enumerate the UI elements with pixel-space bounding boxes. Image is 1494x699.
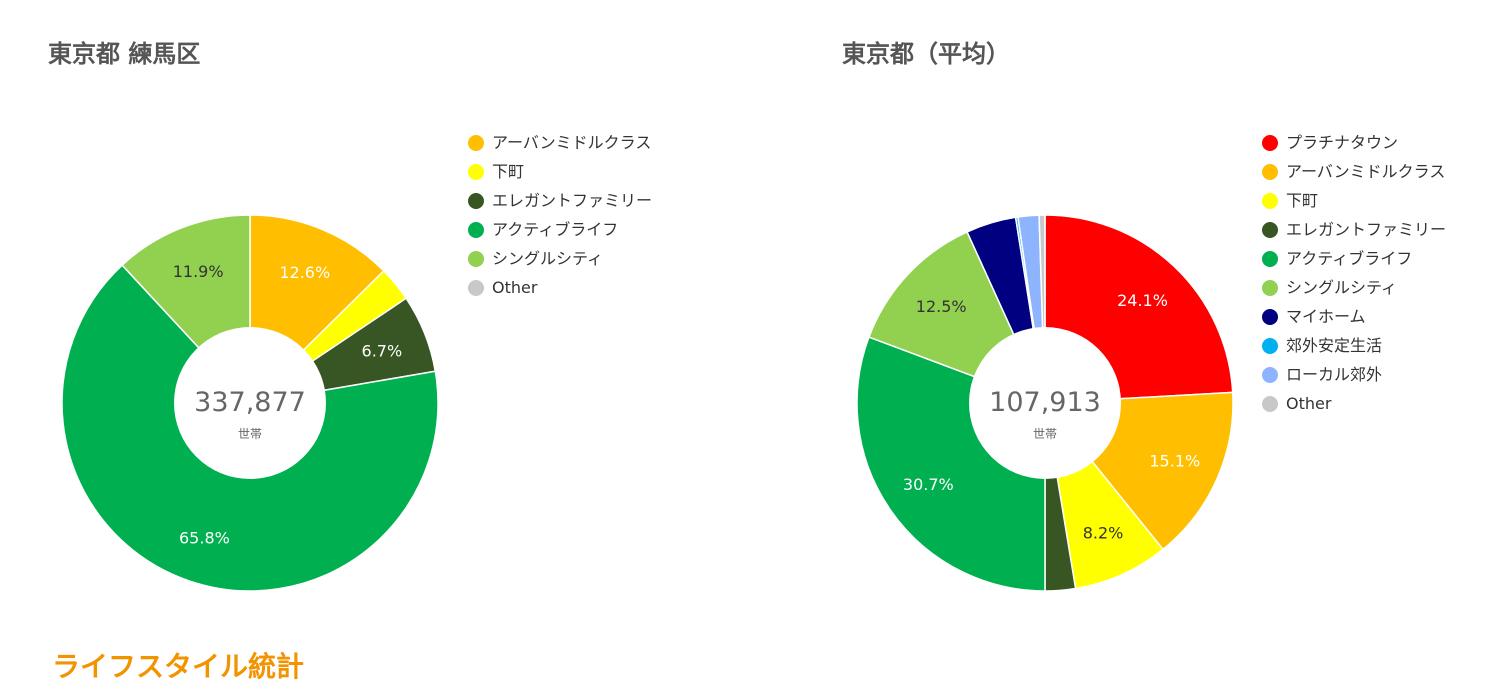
center-total-value: 107,913: [989, 387, 1101, 418]
legend-label: 下町: [492, 162, 525, 181]
legend-marker: [468, 251, 484, 267]
legend-label: Other: [492, 278, 538, 297]
legend-item[interactable]: アクティブライフ: [1260, 246, 1460, 272]
legend-label: アーバンミドルクラス: [492, 133, 652, 152]
slice-data-label: 24.1%: [1117, 291, 1168, 310]
legend-item[interactable]: Other: [1260, 391, 1460, 417]
donut-chart-nerima: 12.6% 6.7% 65.8% 11.9% 337,877 世帯: [61, 214, 439, 592]
chart-title: 東京都 練馬区: [48, 40, 201, 68]
legend-marker: [468, 135, 484, 151]
legend-item[interactable]: ローカル郊外: [1260, 362, 1460, 388]
legend-item[interactable]: Other: [466, 275, 666, 301]
legend-marker: [1262, 193, 1278, 209]
legend-marker: [1262, 222, 1278, 238]
center-unit-label: 世帯: [1033, 427, 1057, 441]
legend-marker: [1262, 280, 1278, 296]
legend-item[interactable]: エレガントファミリー: [466, 188, 666, 214]
slice-data-label: 12.5%: [916, 297, 967, 316]
legend-item[interactable]: シングルシティ: [466, 246, 666, 272]
slice-data-label: 15.1%: [1149, 452, 1200, 471]
slice-data-label: 11.9%: [173, 262, 224, 281]
legend-label: アクティブライフ: [1286, 249, 1413, 268]
legend-marker: [468, 193, 484, 209]
chart-panel-tokyo-average: 東京都（平均） 24.1% 15.1% 8.2% 30.7% 12.5% 107,913 世…: [760, 0, 1494, 640]
legend-marker: [468, 222, 484, 238]
legend-marker: [1262, 251, 1278, 267]
legend-label: アーバンミドルクラス: [1286, 162, 1446, 181]
legend-label: プラチナタウン: [1286, 133, 1399, 152]
donut-hole: [969, 327, 1121, 479]
legend-marker: [1262, 309, 1278, 325]
legend-item[interactable]: 下町: [1260, 188, 1460, 214]
legend-nerima: アーバンミドルクラス 下町エレガントファミリー アクティブライフ シングルシティ Oth…: [466, 130, 666, 304]
legend-marker: [1262, 164, 1278, 180]
legend-marker: [468, 164, 484, 180]
center-unit-label: 世帯: [238, 427, 262, 441]
donut-hole: [174, 327, 326, 479]
legend-marker: [1262, 396, 1278, 412]
slice-data-label: 12.6%: [279, 263, 330, 282]
slice-data-label: 30.7%: [903, 475, 954, 494]
legend-label: シングルシティ: [1286, 278, 1398, 297]
legend-item[interactable]: マイホーム: [1260, 304, 1460, 330]
legend-item[interactable]: アーバンミドルクラス: [466, 130, 666, 156]
center-total-value: 337,877: [194, 387, 306, 418]
legend-label: マイホーム: [1286, 307, 1366, 326]
slice-data-label: 8.2%: [1083, 524, 1124, 543]
legend-item[interactable]: エレガントファミリー: [1260, 217, 1460, 243]
legend-item[interactable]: アクティブライフ: [466, 217, 666, 243]
legend-item[interactable]: アーバンミドルクラス: [1260, 159, 1460, 185]
donut-chart-tokyo-average: 24.1% 15.1% 8.2% 30.7% 12.5% 107,913 世帯: [856, 214, 1234, 592]
slice-data-label: 65.8%: [179, 528, 230, 547]
legend-item[interactable]: 郊外安定生活: [1260, 333, 1460, 359]
legend-item[interactable]: シングルシティ: [1260, 275, 1460, 301]
legend-marker: [468, 280, 484, 296]
slice-data-label: 6.7%: [362, 341, 403, 360]
legend-label: Other: [1286, 394, 1332, 413]
chart-title: 東京都（平均）: [842, 40, 1010, 68]
legend-label: エレガントファミリー: [492, 191, 653, 210]
legend-label: 郊外安定生活: [1286, 336, 1383, 355]
legend-label: エレガントファミリー: [1286, 220, 1447, 239]
legend-label: シングルシティ: [492, 249, 604, 268]
chart-panel-nerima: 東京都 練馬区 12.6% 6.7% 65.8% 11.9% 337,877 世帯 アーバ…: [0, 0, 740, 640]
legend-marker: [1262, 338, 1278, 354]
legend-tokyo-average: プラチナタウンアーバンミドルクラス 下町エレガントファミリー アクティブライフ シング…: [1260, 130, 1460, 420]
legend-item[interactable]: プラチナタウン: [1260, 130, 1460, 156]
legend-label: 下町: [1286, 191, 1319, 210]
section-heading: ライフスタイル統計: [52, 650, 305, 683]
legend-label: ローカル郊外: [1286, 365, 1383, 384]
legend-marker: [1262, 367, 1278, 383]
legend-item[interactable]: 下町: [466, 159, 666, 185]
legend-marker: [1262, 135, 1278, 151]
legend-label: アクティブライフ: [492, 220, 619, 239]
